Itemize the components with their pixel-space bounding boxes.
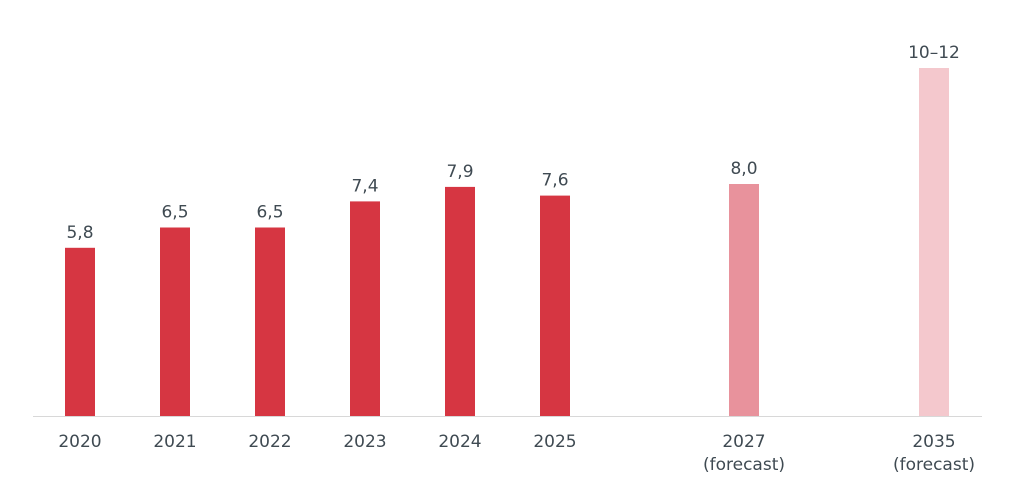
tick-label-forecast-note: (forecast) (703, 455, 785, 475)
value-label-2025: 7,6 (541, 171, 568, 191)
value-label-2035: 10–12 (908, 43, 960, 63)
x-tick-label-2025: 2025 (533, 432, 576, 452)
x-tick-label-2023: 2023 (343, 432, 386, 452)
value-label-2022: 6,5 (256, 203, 283, 223)
tick-label-year: 2024 (438, 432, 481, 452)
value-label-2021: 6,5 (161, 203, 188, 223)
value-labels-group: 5,8 6,5 6,5 7,4 7,9 7,6 8,0 10–12 (66, 43, 959, 243)
x-tick-label-2020: 2020 (58, 432, 101, 452)
value-label-2020: 5,8 (66, 223, 93, 243)
x-tick-label-2022: 2022 (248, 432, 291, 452)
tick-label-forecast-note: (forecast) (893, 455, 975, 475)
tick-label-year: 2023 (343, 432, 386, 452)
bar-2024 (445, 186, 475, 416)
tick-label-year: 2021 (153, 432, 196, 452)
value-label-2027: 8,0 (730, 159, 757, 179)
tick-label-year: 2027 (722, 432, 765, 452)
bar-2023 (350, 201, 380, 416)
x-tick-label-2035: 2035 (forecast) (893, 432, 975, 475)
bars-group (65, 68, 949, 416)
x-tick-label-2021: 2021 (153, 432, 196, 452)
tick-label-year: 2025 (533, 432, 576, 452)
x-tick-labels-group: 2020 2021 2022 2023 2024 2025 2027 (forecast)20… (58, 432, 975, 475)
bar-2021 (160, 227, 190, 416)
tick-label-year: 2020 (58, 432, 101, 452)
value-label-2023: 7,4 (351, 176, 378, 196)
bar-2035 (919, 68, 949, 416)
bar-2027 (729, 184, 759, 416)
x-tick-label-2024: 2024 (438, 432, 481, 452)
bar-2025 (540, 195, 570, 416)
bar-2022 (255, 227, 285, 416)
tick-label-year: 2022 (248, 432, 291, 452)
value-label-2024: 7,9 (446, 162, 473, 182)
tick-label-year: 2035 (912, 432, 955, 452)
x-tick-label-2027: 2027 (forecast) (703, 432, 785, 475)
bar-2020 (65, 247, 95, 416)
